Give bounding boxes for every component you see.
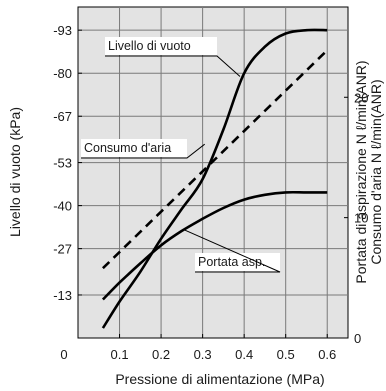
y-left-tick-label: -80	[53, 66, 72, 81]
x-tick-label: 0.4	[235, 347, 253, 362]
annotation-box	[105, 37, 217, 55]
y-left-tick-label: -40	[53, 199, 72, 214]
x-axis-label: Pressione di alimentazione (MPa)	[115, 371, 324, 387]
y-axis-right-label-1: Portata di aspirazione N ℓ/min(ANR)	[353, 60, 369, 283]
annotation-label: Livello di vuoto	[108, 39, 191, 53]
y-left-tick-label: -13	[53, 288, 72, 303]
annotation-portata-asp: Portata asp.	[183, 229, 281, 273]
series-line-livello-di-vuoto	[101, 28, 328, 329]
tick-labels: 0 0.1 0.2 0.3 0.4 0.5 0.6 -13 -27 -40 -53 -67 -80 -93…	[53, 23, 368, 362]
y-axis-right-label-2: Consumo d'aria N ℓ/min(ANR)	[368, 79, 384, 264]
x-tick-label: 0	[60, 347, 67, 362]
y-right-tick-label: 20	[354, 90, 368, 105]
y-left-tick-label: -67	[53, 109, 72, 124]
x-tick-label: 0.5	[277, 347, 295, 362]
x-tick-label: 0.1	[110, 347, 128, 362]
annotation-livello-di-vuoto: Livello di vuoto	[105, 37, 241, 77]
annotation-consumo-d-aria: Consumo d'aria	[81, 139, 206, 159]
y-left-tick-label: -93	[53, 23, 72, 38]
x-tick-label: 0.3	[194, 347, 212, 362]
x-tick-label: 0.6	[318, 347, 336, 362]
series-line-portata-asp	[101, 190, 328, 301]
y-right-tick-label: 10	[354, 211, 368, 226]
x-tick-label: 0.2	[152, 347, 170, 362]
annotation-leader	[105, 55, 241, 77]
plot-area	[77, 6, 349, 339]
annotations: Livello di vuoto Consumo d'aria Portata as…	[81, 37, 281, 273]
series-group	[101, 28, 329, 329]
y-left-tick-label: -27	[53, 242, 72, 257]
annotation-leader	[81, 143, 206, 159]
annotation-label: Portata asp.	[198, 255, 265, 269]
y-left-tick-label: -53	[53, 156, 72, 171]
series-line-consumo-d-aria	[101, 49, 329, 270]
y-axis-left-label: Livello di vuoto (kPa)	[7, 107, 23, 237]
y-right-tick-label: 0	[354, 331, 361, 346]
annotation-label: Consumo d'aria	[84, 141, 171, 155]
annotation-box	[81, 139, 187, 157]
annotation-leader	[183, 229, 281, 273]
annotation-box	[195, 253, 280, 271]
